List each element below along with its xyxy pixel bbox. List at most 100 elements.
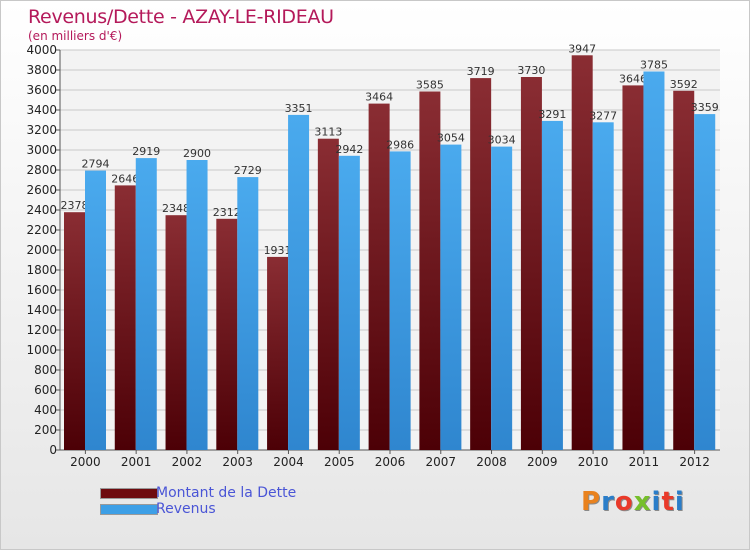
chart-title: Revenus/Dette - AZAY-LE-RIDEAU — [28, 6, 334, 28]
x-tick-label: 2009 — [527, 455, 558, 469]
y-tick-label: 1400 — [26, 303, 57, 317]
y-tick-label: 200 — [34, 423, 57, 437]
bar-dette — [317, 138, 339, 450]
y-tick-label: 0 — [49, 443, 57, 457]
logo-letter: o — [614, 487, 634, 517]
y-tick-label: 3000 — [26, 143, 57, 157]
bar-revenus — [694, 114, 716, 450]
bar-value-label: 3359 — [691, 101, 719, 114]
bar-dette — [571, 55, 593, 451]
bar-revenus — [237, 177, 259, 450]
y-tick-label: 3800 — [26, 63, 57, 77]
bar-value-label: 2919 — [132, 145, 160, 158]
bar-revenus — [440, 144, 462, 450]
chart-subtitle: (en milliers d'€) — [28, 29, 123, 43]
bar-value-label: 3646 — [619, 72, 647, 85]
y-tick-label: 2600 — [26, 183, 57, 197]
bar-value-label: 3054 — [437, 132, 465, 145]
legend-swatch-dette — [100, 488, 158, 499]
y-tick-label: 4000 — [26, 43, 57, 57]
logo-letter: i — [651, 487, 662, 517]
y-tick-label: 1800 — [26, 263, 57, 277]
bar-value-label: 3034 — [488, 134, 516, 147]
y-tick-label: 3400 — [26, 103, 57, 117]
logo-letter: x — [633, 487, 652, 517]
logo-letter: r — [601, 487, 615, 517]
y-tick-label: 2200 — [26, 223, 57, 237]
bar-value-label: 2942 — [335, 143, 363, 156]
bar-value-label: 2900 — [183, 147, 211, 160]
bar-revenus — [592, 122, 614, 451]
x-tick-label: 2011 — [629, 455, 660, 469]
bar-revenus — [389, 151, 411, 450]
bar-value-label: 3785 — [640, 59, 668, 72]
bar-dette — [267, 256, 289, 450]
bar-dette — [673, 90, 695, 451]
bar-value-label: 2794 — [82, 158, 110, 171]
x-tick-label: 2000 — [70, 455, 101, 469]
y-tick-label: 400 — [34, 403, 57, 417]
y-tick-label: 600 — [34, 383, 57, 397]
bar-value-label: 3947 — [568, 42, 596, 55]
bar-revenus — [85, 170, 106, 450]
y-tick-label: 1000 — [26, 343, 57, 357]
x-tick-label: 2004 — [273, 455, 304, 469]
bar-revenus — [135, 158, 157, 450]
bar-dette — [419, 91, 441, 450]
bar-dette — [368, 103, 390, 450]
x-tick-label: 2003 — [222, 455, 253, 469]
x-tick-label: 2012 — [679, 455, 710, 469]
bar-value-label: 3277 — [589, 109, 617, 122]
bar-revenus — [541, 120, 563, 451]
y-tick-label: 1200 — [26, 323, 57, 337]
bar-value-label: 3291 — [538, 108, 566, 121]
bar-dette — [64, 212, 85, 450]
bar-value-label: 2348 — [162, 202, 190, 215]
bar-value-label: 3113 — [314, 126, 342, 139]
bar-dette — [470, 78, 492, 450]
y-tick-label: 1600 — [26, 283, 57, 297]
x-tick-label: 2002 — [172, 455, 203, 469]
bar-value-label: 3585 — [416, 79, 444, 92]
proxiti-logo: Proxiti — [581, 487, 685, 517]
bar-dette — [622, 85, 644, 451]
bar-value-label: 3464 — [365, 91, 393, 104]
bar-value-label: 3351 — [285, 102, 313, 115]
bar-revenus — [643, 71, 665, 450]
bar-revenus — [338, 155, 360, 451]
legend-label-revenus: Revenus — [156, 501, 216, 517]
bar-dette — [165, 215, 187, 450]
bar-value-label: 1931 — [264, 244, 292, 257]
bar-revenus — [288, 114, 310, 451]
x-tick-label: 2010 — [578, 455, 609, 469]
y-tick-label: 2400 — [26, 203, 57, 217]
x-tick-label: 2008 — [476, 455, 507, 469]
bar-value-label: 2986 — [386, 138, 414, 151]
bar-value-label: 2378 — [61, 199, 89, 212]
legend-swatch-revenus — [100, 504, 158, 515]
bar-dette — [216, 218, 238, 450]
bar-value-label: 3719 — [467, 65, 495, 78]
bar-revenus — [491, 146, 513, 450]
bar-value-label: 2729 — [234, 164, 262, 177]
bar-value-label: 3730 — [517, 64, 545, 77]
bar-value-label: 2312 — [213, 206, 241, 219]
bar-dette — [114, 185, 136, 450]
logo-letter: P — [581, 487, 602, 517]
x-tick-label: 2001 — [121, 455, 152, 469]
y-tick-label: 3200 — [26, 123, 57, 137]
y-tick-label: 2000 — [26, 243, 57, 257]
x-tick-label: 2005 — [324, 455, 355, 469]
x-tick-label: 2006 — [375, 455, 406, 469]
y-tick-label: 800 — [34, 363, 57, 377]
legend-label-dette: Montant de la Dette — [156, 485, 297, 501]
bar-value-label: 2646 — [111, 172, 139, 185]
y-tick-label: 2800 — [26, 163, 57, 177]
bar-revenus — [186, 160, 208, 450]
x-tick-label: 2007 — [425, 455, 456, 469]
logo-letter: i — [674, 487, 685, 517]
bar-value-label: 3592 — [670, 78, 698, 91]
y-tick-label: 3600 — [26, 83, 57, 97]
logo-letter: t — [661, 487, 675, 517]
